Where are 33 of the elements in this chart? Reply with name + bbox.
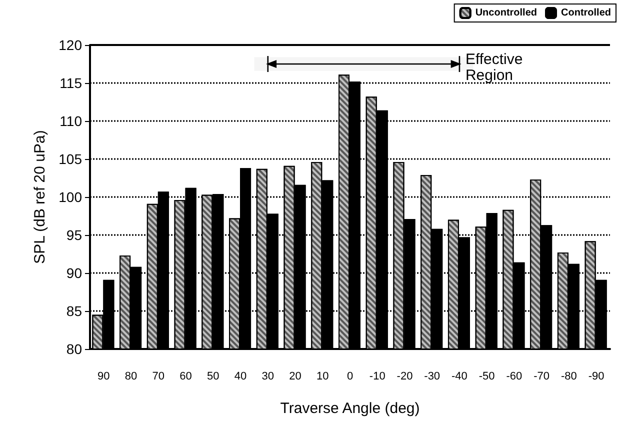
x-tick-label: 50: [207, 370, 220, 382]
y-tick-label: 105: [58, 151, 82, 167]
x-tick-label: -80: [560, 370, 577, 382]
x-axis-title: Traverse Angle (deg): [280, 400, 420, 417]
y-tick-label: 95: [66, 227, 82, 243]
legend-label: Uncontrolled: [475, 8, 538, 18]
y-tick-label: 110: [60, 113, 82, 129]
x-tick-label: 80: [124, 370, 138, 382]
x-tick-label: 0: [346, 370, 354, 382]
x-tick-label: -30: [424, 370, 440, 382]
x-tick-label: -20: [396, 370, 413, 382]
y-tick-label: 90: [66, 265, 82, 281]
y-tick-label: 80: [66, 341, 82, 357]
x-tick-label: -90: [588, 370, 604, 382]
y-tick-label: 85: [66, 303, 82, 319]
y-axis-title: SPL (dB ref 20 uPa): [32, 130, 49, 264]
band-label: Effective Region: [465, 51, 524, 84]
y-tick-label: 115: [60, 75, 82, 91]
x-tick-label: -60: [506, 370, 522, 382]
x-tick-label: -50: [478, 370, 495, 382]
x-tick-label: -10: [369, 370, 386, 382]
y-tick-label: 120: [58, 37, 82, 53]
x-tick-label: 30: [262, 370, 274, 382]
x-tick-label: 20: [289, 370, 302, 382]
x-tick-label: -70: [534, 370, 550, 382]
x-tick-label: 10: [316, 370, 329, 382]
x-tick-label: 90: [98, 370, 110, 382]
x-tick-label: 70: [152, 370, 165, 382]
x-tick-label: 60: [180, 370, 192, 382]
legend-label: Controlled: [561, 8, 612, 18]
x-tick-label: -40: [452, 370, 468, 382]
x-tick-label: 40: [234, 370, 247, 382]
y-tick-label: 100: [58, 189, 82, 205]
